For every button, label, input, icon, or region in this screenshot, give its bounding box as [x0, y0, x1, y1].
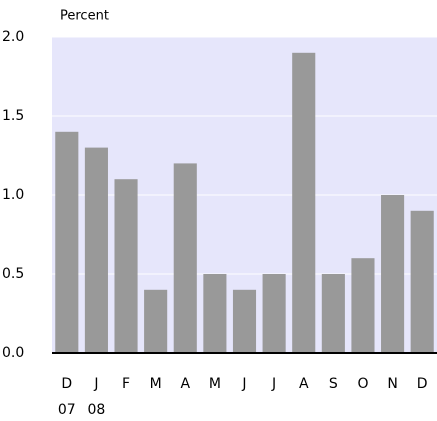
bar	[232, 289, 257, 353]
bar	[351, 258, 375, 353]
bar	[410, 210, 434, 353]
x-tick-label: N	[387, 376, 397, 392]
x-tick-label: J	[241, 376, 246, 392]
x-tick-label: O	[357, 376, 368, 392]
bar	[114, 179, 138, 353]
x-tick-label: S	[329, 376, 338, 392]
x-tick-label: F	[122, 376, 130, 392]
year-label: 07	[58, 402, 76, 418]
bar	[262, 274, 286, 353]
y-tick-label: 1.0	[2, 187, 24, 203]
bar	[203, 274, 227, 353]
x-tick-label: D	[417, 376, 428, 392]
x-tick-label: M	[209, 376, 221, 392]
bar	[144, 289, 168, 353]
y-tick-label: 0.0	[2, 345, 24, 361]
x-tick-label: D	[61, 376, 72, 392]
x-tick-label: A	[180, 376, 190, 392]
bar	[381, 195, 405, 353]
y-tick-label: 0.5	[2, 266, 24, 282]
x-tick-label: M	[150, 376, 162, 392]
x-tick-label: J	[93, 376, 98, 392]
y-tick-label: 2.0	[2, 29, 24, 45]
chart-title: Percent	[60, 9, 109, 24]
y-tick-label: 1.5	[2, 108, 24, 124]
bar	[292, 52, 316, 354]
bar	[173, 163, 197, 353]
x-tick-label: A	[299, 376, 309, 392]
bar	[321, 274, 345, 353]
year-label: 08	[88, 402, 106, 418]
bar	[84, 147, 108, 353]
x-tick-label: J	[271, 376, 276, 392]
bar	[55, 131, 79, 353]
